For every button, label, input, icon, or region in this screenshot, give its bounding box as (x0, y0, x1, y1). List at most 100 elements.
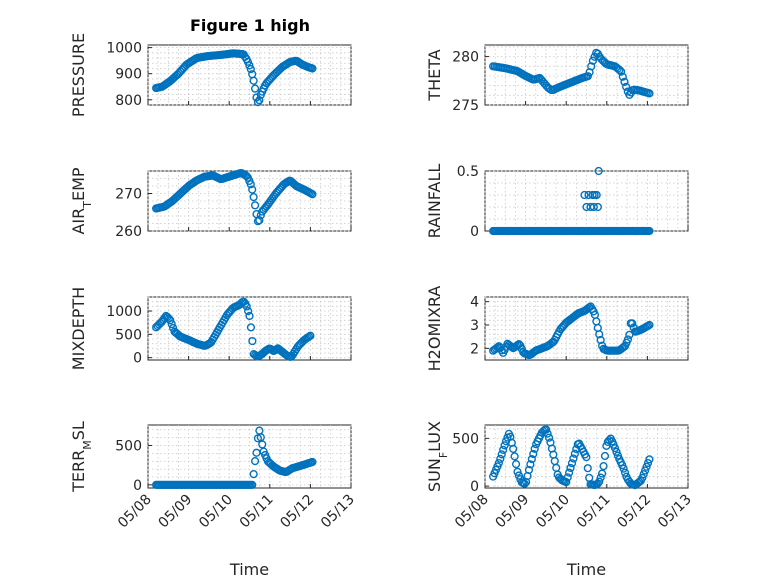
y-tick-label: 3 (470, 318, 479, 334)
x-tick-label: 05/12 (614, 492, 654, 532)
data-point (166, 316, 175, 325)
y-tick-label: 270 (115, 187, 142, 203)
data-point (308, 457, 317, 467)
data-point (645, 455, 654, 464)
data-point (563, 473, 572, 482)
figure-title: Figure 1 high (190, 16, 310, 35)
data-point (583, 464, 592, 473)
y-axis-label: PRESSURE (69, 33, 88, 117)
y-tick-label: 0 (470, 479, 479, 495)
data-point (513, 467, 522, 476)
data-point (610, 444, 620, 453)
series-markers (489, 302, 654, 360)
data-point (593, 202, 602, 212)
data-point (527, 455, 536, 464)
data-point (520, 479, 529, 488)
data-point (595, 330, 604, 339)
x-tick-label: 05/13 (655, 492, 695, 532)
data-point (617, 67, 626, 76)
data-point (246, 65, 255, 74)
series-markers (489, 48, 654, 99)
y-axis-label-part: H2OMIXRA (425, 286, 444, 372)
y-axis-label-part: THETA (425, 49, 444, 101)
data-point (562, 477, 571, 487)
data-point (511, 460, 521, 469)
x-tick-label: 05/13 (318, 492, 358, 532)
data-point (249, 193, 258, 202)
x-tick-label: 05/08 (115, 492, 155, 532)
data-point (582, 453, 591, 462)
data-point (628, 319, 637, 328)
y-axis-label-part: RAINFALL (425, 164, 444, 239)
data-point (570, 449, 579, 458)
y-tick-label: 1000 (106, 304, 142, 320)
y-axis-label-part: AIR (69, 208, 88, 235)
series-markers (489, 425, 654, 490)
data-point (584, 190, 593, 200)
data-point (248, 185, 257, 194)
data-point (499, 445, 508, 454)
data-point (255, 96, 264, 105)
y-tick-label: 500 (115, 327, 142, 343)
data-point (543, 429, 552, 438)
data-point (641, 466, 650, 475)
data-point (542, 425, 551, 434)
series-markers (152, 49, 317, 107)
data-point (529, 449, 538, 459)
x-tick-label: 05/10 (196, 492, 236, 532)
data-point (250, 84, 260, 93)
y-tick-label: 800 (115, 93, 142, 109)
data-point (615, 65, 624, 75)
data-point (308, 64, 317, 73)
data-point (530, 444, 539, 453)
y-axis-label-part: SL (69, 421, 88, 440)
x-tick-label: 05/09 (493, 492, 533, 532)
series-markers (489, 166, 654, 236)
data-point (494, 458, 503, 468)
y-axis-label-part: LUX (425, 421, 444, 452)
x-tick-label: 05/11 (237, 492, 277, 532)
y-tick-label: 0 (133, 351, 142, 367)
data-point (514, 471, 524, 480)
data-point (244, 307, 253, 316)
data-point (623, 335, 633, 344)
data-point (594, 166, 603, 176)
y-axis-label: SUNFLUX (425, 421, 450, 492)
data-point (167, 319, 176, 329)
series-markers (152, 168, 317, 226)
grid (484, 45, 689, 106)
data-point (612, 447, 621, 456)
panel-h2omixra: 2 3 4 H2OMIXRA (425, 286, 689, 372)
y-tick-label: 2 (470, 341, 479, 357)
x-tick-label: 05/12 (277, 492, 317, 532)
y-axis-label-part: M (81, 440, 94, 450)
y-tick-label: 0 (133, 478, 142, 494)
y-tick-label: 1000 (106, 41, 142, 57)
y-tick-label: 4 (470, 295, 479, 311)
data-point (639, 470, 648, 479)
y-axis-label-part: TERR (69, 450, 88, 493)
y-axis-label: MIXDEPTH (69, 287, 88, 370)
data-point (645, 226, 654, 236)
y-tick-label: 275 (452, 98, 479, 114)
data-point (566, 463, 575, 473)
y-tick-label: 500 (452, 431, 479, 447)
data-point (524, 465, 534, 475)
data-point (569, 454, 578, 463)
data-point (643, 458, 653, 468)
y-axis-label-part: PRESSURE (69, 33, 88, 117)
data-point (583, 72, 593, 81)
data-point (622, 82, 631, 91)
panel-sunflux: 0 500 05/08 05/09 05/10 05/11 05/12 05/13 SUNFLU… (425, 421, 695, 579)
data-point (599, 462, 608, 471)
data-point (645, 320, 654, 330)
y-axis-label: TERRMSL (69, 421, 94, 493)
x-axis-label: Time (566, 560, 606, 579)
data-point (638, 473, 647, 483)
data-point (253, 98, 263, 107)
y-axis-label: THETA (425, 49, 444, 101)
series-markers (152, 297, 315, 361)
data-point (645, 89, 654, 98)
data-point (249, 76, 258, 85)
data-point (510, 452, 519, 461)
